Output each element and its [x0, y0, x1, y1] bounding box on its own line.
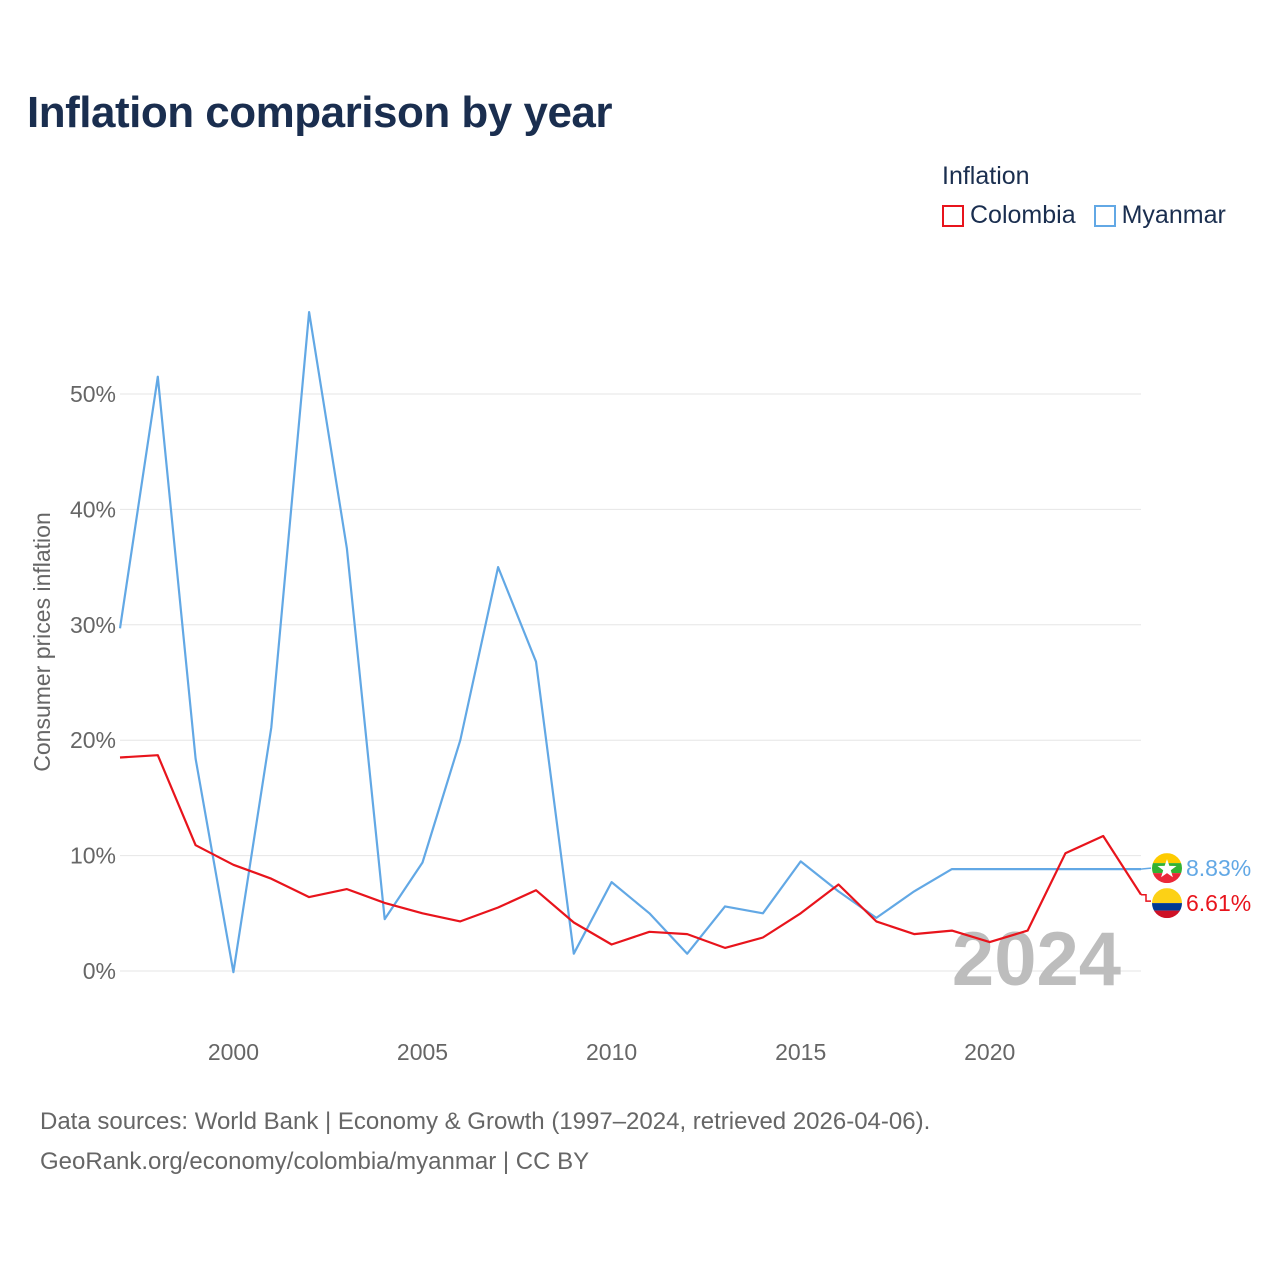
legend: Inflation Colombia Myanmar: [942, 162, 1226, 230]
legend-swatch-myanmar: [1093, 204, 1116, 227]
legend-item-colombia[interactable]: Colombia: [942, 201, 1076, 230]
y-axis-label: Consumer prices inflation: [29, 512, 55, 772]
x-tick-label: 2005: [397, 1039, 448, 1065]
series-line-myanmar: [118, 311, 1141, 974]
connector-colombia: [1141, 893, 1151, 902]
current-year-label: 2024: [952, 917, 1121, 1002]
chart-title: Inflation comparison by year: [27, 88, 613, 137]
legend-item-myanmar[interactable]: Myanmar: [1093, 201, 1226, 230]
source-line-2: GeoRank.org/economy/colombia/myanmar | C…: [40, 1148, 590, 1175]
series-line-colombia: [119, 754, 1142, 950]
myanmar-flag-icon: [1152, 853, 1182, 884]
end-label-myanmar: 8.83%: [1186, 855, 1251, 881]
connector-myanmar: [1140, 867, 1152, 870]
legend-label-colombia: Colombia: [970, 201, 1076, 229]
y-tick-label: 50%: [70, 381, 116, 407]
y-tick-label: 20%: [70, 727, 116, 753]
x-tick-label: 2020: [964, 1039, 1015, 1065]
colombia-flag-icon: [1152, 888, 1182, 919]
y-tick-label: 10%: [70, 843, 116, 869]
legend-swatch-colombia: [942, 204, 964, 227]
source-line-1: Data sources: World Bank | Economy & Gro…: [40, 1108, 931, 1135]
x-tick-label: 2015: [775, 1039, 826, 1065]
y-tick-label: 40%: [70, 496, 116, 522]
x-tick-label: 2000: [208, 1039, 259, 1065]
legend-label-myanmar: Myanmar: [1121, 201, 1226, 229]
end-label-colombia: 6.61%: [1186, 890, 1251, 916]
y-tick-label: 30%: [70, 612, 116, 638]
x-tick-label: 2010: [586, 1039, 637, 1065]
y-tick-label: 0%: [83, 958, 116, 984]
legend-title: Inflation: [942, 162, 1030, 190]
